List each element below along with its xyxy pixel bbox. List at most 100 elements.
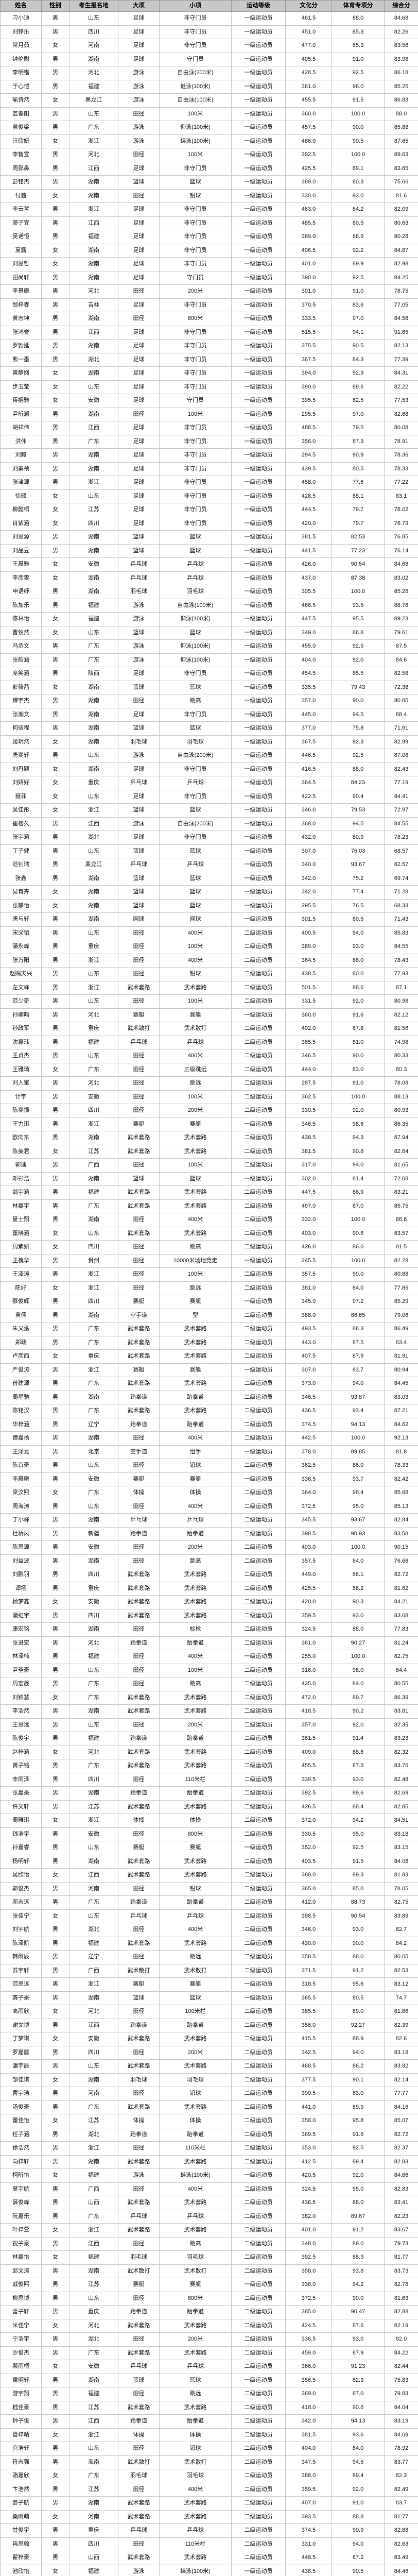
cell-164-2[interactable]: 福建 bbox=[69, 2250, 118, 2265]
cell-182-8[interactable]: 83.7 bbox=[384, 2496, 418, 2511]
cell-158-7[interactable]: 92.0 bbox=[332, 2168, 385, 2183]
cell-79-0[interactable]: 计宇 bbox=[0, 1090, 42, 1104]
cell-177-3[interactable]: 体操 bbox=[118, 2428, 160, 2442]
cell-168-2[interactable]: 重庆 bbox=[69, 2305, 118, 2319]
cell-38-2[interactable]: 湖南 bbox=[69, 530, 118, 545]
cell-79-3[interactable]: 田径 bbox=[118, 1090, 160, 1104]
cell-105-3[interactable]: 空手道 bbox=[118, 1445, 160, 1459]
cell-167-1[interactable]: 男 bbox=[41, 2291, 69, 2306]
cell-26-8[interactable]: 84.31 bbox=[384, 366, 418, 381]
table-row[interactable]: 赵赐天兴男山东 田径 铅球 二级运动员 438.5 80.0 77.93 bbox=[0, 967, 418, 981]
cell-60-0[interactable]: 张宇涵 bbox=[0, 831, 42, 845]
cell-133-0[interactable]: 钱浩宇 bbox=[0, 1827, 42, 1841]
cell-93-4[interactable]: 跳远 bbox=[159, 1281, 232, 1295]
table-row[interactable]: 罗勃延男湖南 足球 非守门员 一级运动员 375.5 90.5 82.13 bbox=[0, 339, 418, 353]
table-row[interactable]: 汪欣妍女浙江 游泳 蝶泳(100米) 一级运动员 486.0 90.5 87.65 bbox=[0, 134, 418, 148]
cell-15-3[interactable]: 足球 bbox=[118, 216, 160, 230]
cell-177-4[interactable]: 体操 bbox=[159, 2428, 232, 2442]
cell-16-2[interactable]: 福建 bbox=[69, 230, 118, 244]
cell-181-2[interactable]: 江苏 bbox=[69, 2482, 118, 2497]
table-row[interactable]: 翟梓豪男山西 武术套路 武术套路 二级运动员 448.5 87.2 83.49 bbox=[0, 2551, 418, 2565]
cell-161-7[interactable]: 89.67 bbox=[332, 2209, 385, 2224]
cell-156-4[interactable]: 110米栏 bbox=[159, 2141, 232, 2156]
cell-43-8[interactable]: 88.78 bbox=[384, 598, 418, 613]
cell-80-8[interactable]: 80.93 bbox=[384, 1104, 418, 1118]
cell-184-0[interactable]: 甘俊宇 bbox=[0, 2523, 42, 2538]
cell-37-8[interactable]: 76.79 bbox=[384, 516, 418, 531]
cell-156-6[interactable]: 353.0 bbox=[285, 2141, 332, 2156]
cell-175-5[interactable]: 二级运动员 bbox=[231, 2400, 286, 2415]
cell-24-2[interactable]: 湖南 bbox=[69, 339, 118, 353]
cell-90-4[interactable]: 跳高 bbox=[159, 1240, 232, 1255]
cell-8-8[interactable]: 85.88 bbox=[384, 121, 418, 135]
cell-99-0[interactable]: 严俊涛 bbox=[0, 1363, 42, 1377]
cell-104-6[interactable]: 442.5 bbox=[285, 1431, 332, 1446]
cell-71-6[interactable]: 501.5 bbox=[285, 980, 332, 995]
cell-97-1[interactable]: 男 bbox=[41, 1335, 69, 1350]
cell-152-7[interactable]: 83.0 bbox=[332, 2087, 385, 2101]
cell-41-2[interactable]: 湖南 bbox=[69, 571, 118, 585]
table-row[interactable]: 夏露女湖南 足球 非守门员 一级运动员 406.5 92.2 84.87 bbox=[0, 243, 418, 258]
table-row[interactable]: 汤俊豪男广东 武术套路 武术套路 二级运动员 441.0 89.9 84.16 bbox=[0, 2100, 418, 2114]
cell-33-7[interactable]: 80.5 bbox=[332, 462, 385, 476]
cell-47-4[interactable]: 仰泳(100米) bbox=[159, 653, 232, 667]
cell-7-8[interactable]: 88.0 bbox=[384, 107, 418, 121]
cell-81-2[interactable]: 浙江 bbox=[69, 1117, 118, 1131]
cell-141-8[interactable]: 84.2 bbox=[384, 1936, 418, 1951]
cell-45-1[interactable]: 女 bbox=[41, 625, 69, 640]
cell-161-6[interactable]: 382.0 bbox=[285, 2209, 332, 2224]
cell-171-4[interactable]: 武术套路 bbox=[159, 2346, 232, 2360]
table-row[interactable]: 杨梦鑫女安徽 武术套路 武术套路 二级运动员 420.0 90.3 84.21 bbox=[0, 1595, 418, 1609]
table-row[interactable]: 池欣怡女福建 游泳 蝶泳(100米) 一级运动员 436.5 90.5 84.46 bbox=[0, 2564, 418, 2576]
cell-40-5[interactable]: 一级运动员 bbox=[231, 557, 286, 572]
cell-88-0[interactable]: 夏士翔 bbox=[0, 1213, 42, 1227]
cell-40-0[interactable]: 王晨雅 bbox=[0, 557, 42, 572]
cell-117-8[interactable]: 83.08 bbox=[384, 1608, 418, 1623]
cell-30-2[interactable]: 江西 bbox=[69, 421, 118, 435]
cell-127-1[interactable]: 女 bbox=[41, 1745, 69, 1759]
cell-7-5[interactable]: 一级运动员 bbox=[231, 107, 286, 121]
column-header-6[interactable]: 文化分 bbox=[285, 0, 332, 12]
column-header-1[interactable]: 性别 bbox=[41, 0, 69, 12]
cell-27-5[interactable]: 一级运动员 bbox=[231, 380, 286, 394]
cell-36-5[interactable]: 一级运动员 bbox=[231, 503, 286, 517]
cell-113-0[interactable]: 刘益波 bbox=[0, 1554, 42, 1568]
cell-145-7[interactable]: 80.5 bbox=[332, 1991, 385, 2005]
cell-17-5[interactable]: 一级运动员 bbox=[231, 243, 286, 258]
cell-162-5[interactable]: 二级运动员 bbox=[231, 2223, 286, 2238]
table-row[interactable]: 向梓轩男湖南 武术套路 武术套路 二级运动员 412.5 89.4 82.83 bbox=[0, 2155, 418, 2169]
cell-54-2[interactable]: 山东 bbox=[69, 749, 118, 763]
table-row[interactable]: 陈铭汉男广东 武术套路 武术套路 二级运动员 436.5 93.4 87.21 bbox=[0, 1404, 418, 1418]
cell-177-8[interactable]: 84.69 bbox=[384, 2428, 418, 2442]
cell-186-3[interactable]: 武术套路 bbox=[118, 2551, 160, 2565]
cell-18-2[interactable]: 湖南 bbox=[69, 257, 118, 272]
cell-6-8[interactable]: 86.83 bbox=[384, 93, 418, 108]
cell-129-3[interactable]: 田径 bbox=[118, 1772, 160, 1787]
cell-154-2[interactable]: 江苏 bbox=[69, 2114, 118, 2128]
cell-49-0[interactable]: 彭筱茜 bbox=[0, 680, 42, 694]
cell-140-3[interactable]: 田径 bbox=[118, 1923, 160, 1937]
cell-0-6[interactable]: 461.5 bbox=[285, 11, 332, 26]
cell-14-2[interactable]: 浙江 bbox=[69, 202, 118, 217]
cell-141-2[interactable]: 福建 bbox=[69, 1936, 118, 1951]
cell-173-7[interactable]: 82.3 bbox=[332, 2373, 385, 2387]
cell-59-1[interactable]: 男 bbox=[41, 817, 69, 831]
cell-39-2[interactable]: 湖南 bbox=[69, 544, 118, 558]
cell-1-2[interactable]: 四川 bbox=[69, 25, 118, 39]
cell-151-0[interactable]: 邹佳琪 bbox=[0, 2073, 42, 2087]
cell-1-4[interactable]: 非守门员 bbox=[159, 25, 232, 39]
cell-50-8[interactable]: 80.85 bbox=[384, 694, 418, 708]
cell-84-3[interactable]: 田径 bbox=[118, 1158, 160, 1173]
cell-160-8[interactable]: 83.41 bbox=[384, 2196, 418, 2210]
table-row[interactable]: 周紫妍女四川 田径 跳高 二级运动员 426.0 86.0 81.5 bbox=[0, 1240, 418, 1255]
cell-182-7[interactable]: 91.0 bbox=[332, 2496, 385, 2511]
cell-147-6[interactable]: 356.0 bbox=[285, 2018, 332, 2032]
cell-186-2[interactable]: 山西 bbox=[69, 2551, 118, 2565]
cell-85-8[interactable]: 72.08 bbox=[384, 1172, 418, 1186]
cell-91-0[interactable]: 王槐华 bbox=[0, 1253, 42, 1268]
cell-2-5[interactable]: 一级运动员 bbox=[231, 39, 286, 53]
cell-103-8[interactable]: 84.62 bbox=[384, 1417, 418, 1432]
table-row[interactable]: 范少奇男山东 田径 100米 二级运动员 331.5 92.0 80.98 bbox=[0, 994, 418, 1009]
cell-8-7[interactable]: 90.0 bbox=[332, 121, 385, 135]
cell-175-8[interactable]: 84.04 bbox=[384, 2400, 418, 2415]
